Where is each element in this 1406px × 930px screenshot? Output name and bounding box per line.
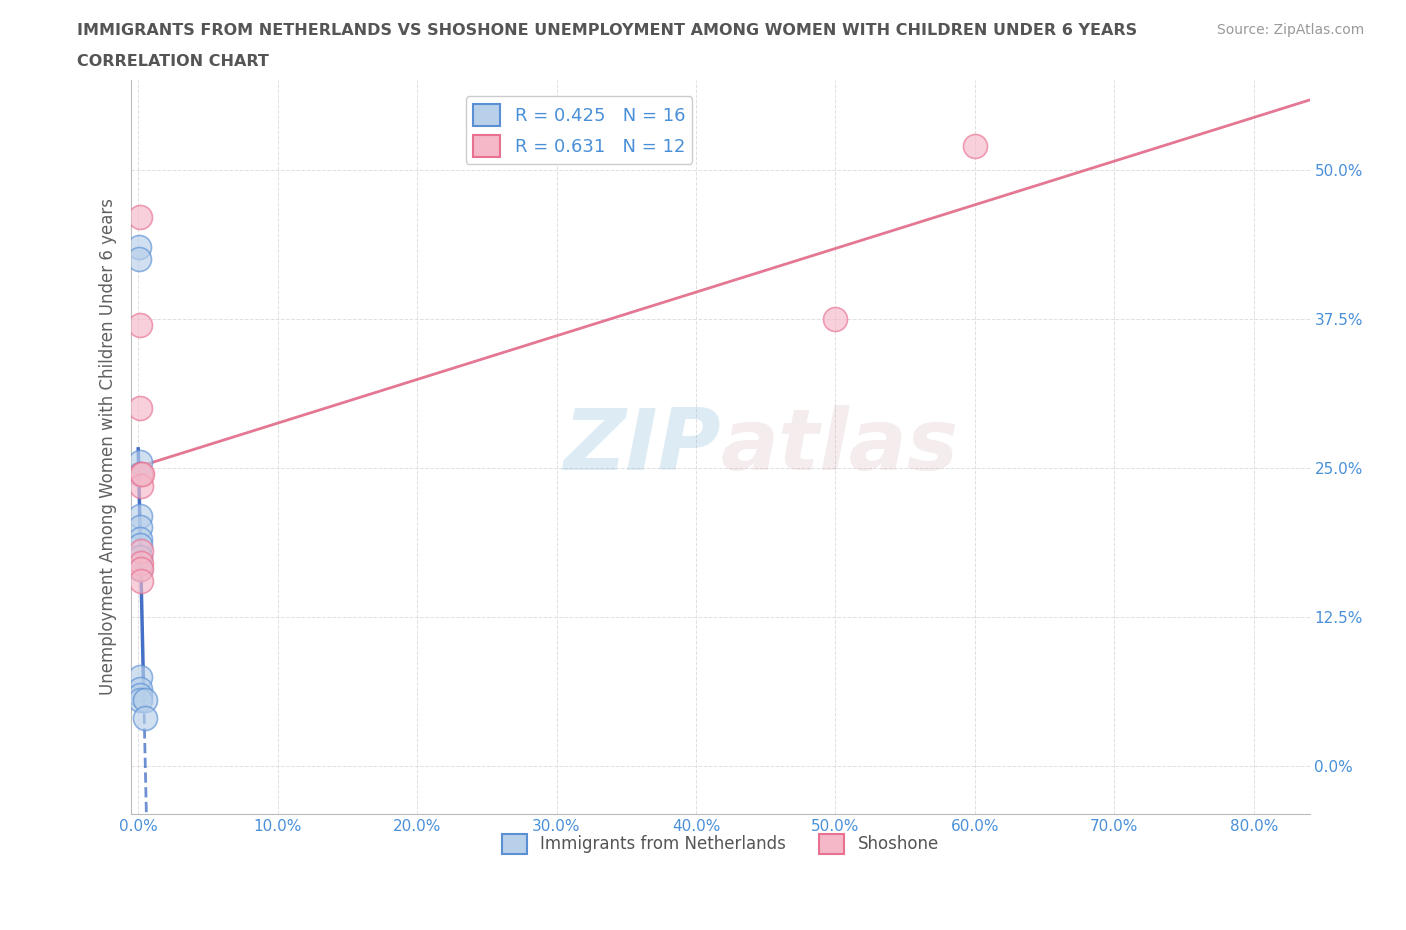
Text: atlas: atlas [720,405,959,488]
Point [129,317,152,332]
Point [129,544,152,559]
Point [131,466,153,481]
Text: Source: ZipAtlas.com: Source: ZipAtlas.com [1216,23,1364,37]
Legend: Immigrants from Netherlands, Shoshone: Immigrants from Netherlands, Shoshone [495,827,946,860]
Point [129,478,152,493]
Point [128,508,150,523]
Point [129,538,152,552]
Point [128,466,150,481]
Point [129,562,152,577]
Point [128,520,150,535]
Point [129,693,152,708]
Point [128,210,150,225]
Point [128,455,150,470]
Point [129,550,152,565]
Text: CORRELATION CHART: CORRELATION CHART [77,54,269,69]
Point [129,670,152,684]
Point [129,574,152,589]
Point [963,139,986,153]
Point [134,693,156,708]
Point [134,711,156,725]
Point [129,687,152,702]
Y-axis label: Unemployment Among Women with Children Under 6 years: Unemployment Among Women with Children U… [100,198,117,696]
Point [129,556,152,571]
Point [129,466,152,481]
Point [128,252,150,267]
Point [129,401,152,416]
Point [129,562,152,577]
Point [128,240,150,255]
Point [128,532,150,547]
Text: ZIP: ZIP [562,405,720,488]
Point [129,681,152,696]
Text: IMMIGRANTS FROM NETHERLANDS VS SHOSHONE UNEMPLOYMENT AMONG WOMEN WITH CHILDREN U: IMMIGRANTS FROM NETHERLANDS VS SHOSHONE … [77,23,1137,38]
Point [824,312,846,326]
